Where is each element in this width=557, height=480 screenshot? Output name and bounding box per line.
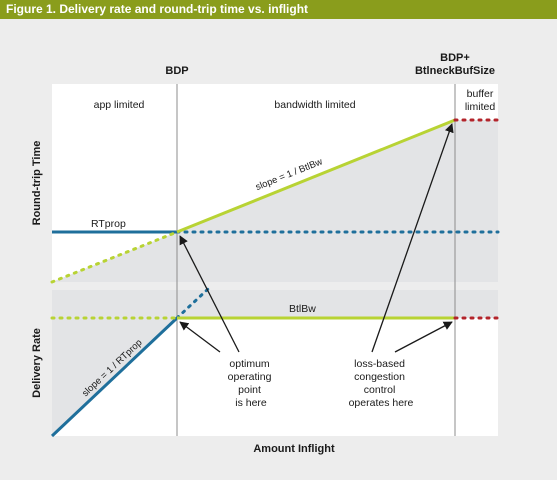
rtprop-label: RTprop [91, 218, 126, 230]
loss-based-text: loss-based congestion control operates h… [349, 358, 414, 409]
loss-arrow-down [394, 321, 453, 353]
bdp-label: BDP [165, 65, 188, 77]
loss-line-3: control [364, 384, 396, 396]
bandwidth-limited-label: bandwidth limited [274, 99, 355, 111]
figure-title: Figure 1. Delivery rate and round-trip t… [6, 2, 309, 16]
limited-label: limited [465, 101, 496, 113]
delivery-shaded-region-app [52, 290, 177, 436]
loss-line-4: operates here [349, 397, 414, 409]
delivery-slope-line [50, 316, 179, 438]
btlneck-buf-size-label: BtlneckBufSize [415, 65, 495, 77]
optimum-line-4: is here [235, 397, 267, 409]
rtt-shaded-region-bandwidth [177, 120, 455, 282]
loss-line-2: congestion [354, 371, 405, 383]
buffer-label: buffer [467, 88, 494, 100]
optimum-line-3: point [238, 384, 261, 396]
rtt-slope-line [176, 118, 456, 234]
optimum-line-2: operating [228, 371, 272, 383]
optimum-arrow-up [179, 235, 240, 353]
bdp-plus-label: BDP+ [440, 52, 470, 64]
y-axis-label-rtt: Round-trip Time [31, 141, 43, 226]
y-axis-label-delivery: Delivery Rate [31, 328, 43, 398]
figure-header: Figure 1. Delivery rate and round-trip t… [0, 0, 557, 19]
optimum-line-1: optimum [229, 358, 270, 370]
loss-arrow-up [371, 123, 454, 353]
delivery-shaded-region-rest [177, 290, 498, 318]
delivery-slope-dotted-extension [175, 287, 210, 320]
x-axis-label: Amount Inflight [253, 443, 335, 455]
optimum-text: optimum operating point is here [228, 358, 275, 409]
app-limited-label: app limited [94, 99, 145, 111]
rtt-shaded-region-buffer [455, 120, 498, 282]
loss-line-1: loss-based [354, 358, 405, 370]
optimum-arrow-down [179, 321, 221, 353]
rtt-slope-dotted-extension [50, 230, 179, 284]
btlbw-label: BtlBw [289, 303, 316, 315]
